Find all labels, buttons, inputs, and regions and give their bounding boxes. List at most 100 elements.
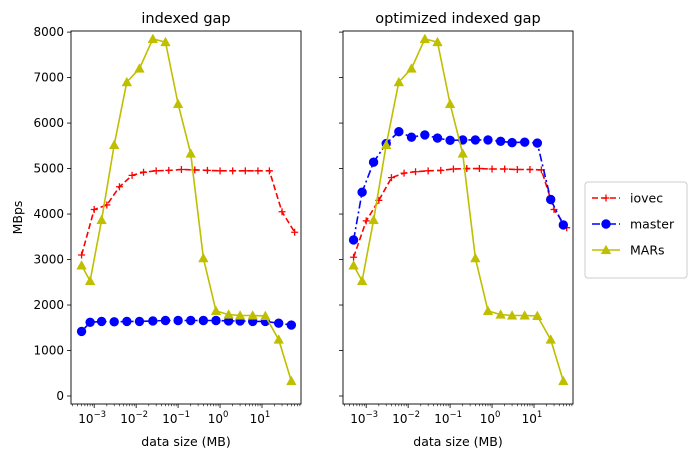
- data-point-MARs: [96, 214, 107, 225]
- series-master: [348, 127, 569, 245]
- data-point-MARs: [160, 36, 171, 47]
- y-tick-label: 4000: [33, 207, 64, 221]
- data-point-master: [198, 315, 209, 326]
- data-point-MARs: [185, 148, 196, 158]
- y-tick-label: 5000: [33, 162, 64, 176]
- data-point-iovec: [78, 251, 86, 259]
- data-point-MARs: [260, 310, 271, 321]
- data-point-iovec: [128, 171, 136, 179]
- data-point-iovec: [152, 167, 160, 175]
- legend-marker: [602, 194, 610, 202]
- data-point-master: [420, 130, 430, 140]
- y-tick-label: 1000: [33, 344, 64, 358]
- data-point-MARs: [506, 310, 518, 320]
- data-point-MARs: [444, 98, 456, 109]
- data-point-MARs: [210, 305, 222, 316]
- x-tick-label: 10−3: [78, 410, 106, 426]
- data-point-iovec: [350, 253, 358, 261]
- data-point-master: [546, 194, 556, 205]
- data-point-iovec: [241, 167, 249, 175]
- y-tick-label: 7000: [33, 71, 64, 85]
- series-iovec: [350, 165, 571, 261]
- data-point-iovec: [412, 168, 420, 176]
- data-point-iovec: [278, 208, 286, 216]
- series-master: [76, 315, 297, 337]
- data-point-MARs: [356, 275, 368, 286]
- x-tick-exponent: −1: [177, 410, 190, 420]
- x-tick-label: 100: [480, 410, 501, 426]
- data-point-iovec: [140, 168, 148, 176]
- data-point-iovec: [177, 165, 185, 173]
- data-point-MARs: [234, 310, 246, 320]
- x-tick-label: 101: [250, 410, 271, 426]
- x-axis-label: data size (MB): [141, 434, 230, 449]
- data-point-master: [148, 316, 158, 326]
- data-point-master: [286, 320, 297, 330]
- data-point-MARs: [558, 375, 569, 386]
- data-point-master: [532, 138, 543, 148]
- data-point-MARs: [247, 310, 258, 320]
- legend-label: MARs: [630, 243, 665, 258]
- data-point-MARs: [273, 334, 284, 344]
- data-point-MARs: [147, 33, 159, 44]
- data-point-master: [109, 317, 119, 327]
- x-tick-label: 10−3: [350, 410, 378, 426]
- legend-marker: [600, 244, 612, 255]
- series-line-iovec: [80, 168, 296, 256]
- data-point-MARs: [532, 310, 543, 321]
- data-point-MARs: [482, 305, 494, 316]
- legend-entry-master: master: [592, 217, 675, 232]
- data-point-iovec: [362, 217, 370, 225]
- legend-marker: [601, 219, 611, 229]
- series-MARs: [348, 33, 569, 386]
- series-line-MARs: [352, 37, 565, 382]
- data-point-iovec: [424, 167, 432, 175]
- data-point-MARs: [84, 275, 96, 286]
- x-tick-exponent: 1: [265, 410, 270, 420]
- data-point-MARs: [134, 63, 145, 73]
- x-tick-exponent: 0: [495, 410, 500, 420]
- data-point-iovec: [216, 167, 224, 175]
- data-point-MARs: [519, 310, 530, 320]
- x-tick-exponent: −2: [408, 410, 421, 420]
- data-point-MARs: [348, 260, 359, 270]
- data-point-master: [495, 136, 506, 146]
- plot-frame: [342, 30, 574, 405]
- data-point-MARs: [108, 139, 120, 149]
- x-tick-exponent: −1: [449, 410, 462, 420]
- data-point-MARs: [419, 33, 431, 44]
- y-tick-label: 6000: [33, 116, 64, 130]
- x-tick-exponent: −3: [366, 410, 379, 420]
- series-line-iovec: [352, 167, 568, 258]
- data-point-master: [76, 326, 87, 337]
- data-point-master: [211, 315, 221, 326]
- x-tick-label: 10−2: [392, 410, 420, 426]
- data-point-MARs: [406, 63, 417, 73]
- data-point-master: [432, 133, 443, 143]
- data-point-MARs: [457, 148, 468, 158]
- legend-label: master: [630, 217, 675, 232]
- x-tick-exponent: −3: [94, 410, 107, 420]
- data-point-MARs: [368, 214, 379, 225]
- data-point-MARs: [76, 260, 87, 270]
- data-point-iovec: [265, 167, 273, 175]
- data-point-master: [122, 316, 132, 327]
- data-point-master: [507, 137, 517, 148]
- data-point-master: [394, 127, 404, 137]
- legend-entry-iovec: iovec: [592, 191, 663, 206]
- data-point-iovec: [291, 228, 299, 236]
- data-point-MARs: [393, 76, 405, 87]
- data-point-master: [348, 235, 359, 245]
- data-point-iovec: [437, 166, 445, 174]
- x-tick-exponent: 0: [223, 410, 228, 420]
- chart-title: indexed gap: [141, 11, 230, 27]
- data-point-iovec: [501, 165, 509, 173]
- data-point-master: [520, 137, 530, 147]
- data-point-master: [173, 315, 183, 326]
- data-point-iovec: [475, 165, 483, 173]
- legend-label: iovec: [630, 191, 663, 206]
- data-point-MARs: [470, 252, 481, 263]
- data-point-MARs: [172, 98, 184, 109]
- x-tick-label: 10−2: [120, 410, 148, 426]
